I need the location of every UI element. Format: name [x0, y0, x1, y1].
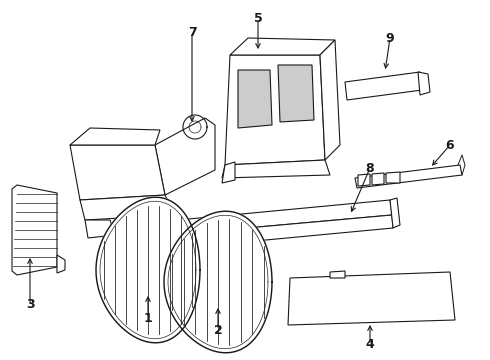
Text: 6: 6 — [446, 139, 454, 152]
Polygon shape — [222, 162, 235, 183]
Polygon shape — [178, 200, 392, 234]
Polygon shape — [372, 173, 384, 185]
Polygon shape — [180, 215, 393, 248]
Text: 7: 7 — [188, 26, 196, 39]
Polygon shape — [222, 160, 330, 178]
Polygon shape — [278, 65, 314, 122]
Polygon shape — [57, 255, 65, 273]
Text: 8: 8 — [366, 162, 374, 175]
Polygon shape — [288, 272, 455, 325]
Polygon shape — [330, 271, 345, 278]
Text: 3: 3 — [25, 298, 34, 311]
Polygon shape — [320, 40, 340, 160]
Polygon shape — [358, 174, 370, 186]
Polygon shape — [390, 198, 400, 228]
Polygon shape — [418, 72, 430, 95]
Text: 4: 4 — [366, 338, 374, 351]
Polygon shape — [225, 55, 325, 165]
Polygon shape — [386, 172, 400, 183]
Polygon shape — [70, 128, 160, 145]
Polygon shape — [96, 197, 200, 343]
Polygon shape — [80, 195, 175, 220]
Polygon shape — [238, 70, 272, 128]
Text: 9: 9 — [386, 32, 394, 45]
Polygon shape — [345, 72, 422, 100]
Polygon shape — [168, 220, 180, 238]
Text: 5: 5 — [254, 12, 262, 24]
Polygon shape — [12, 185, 57, 275]
Polygon shape — [164, 211, 272, 353]
Polygon shape — [70, 145, 165, 200]
Polygon shape — [155, 118, 215, 195]
Polygon shape — [85, 220, 115, 238]
Text: 2: 2 — [214, 324, 222, 337]
Polygon shape — [230, 38, 335, 55]
Polygon shape — [355, 165, 462, 188]
Text: 1: 1 — [144, 311, 152, 324]
